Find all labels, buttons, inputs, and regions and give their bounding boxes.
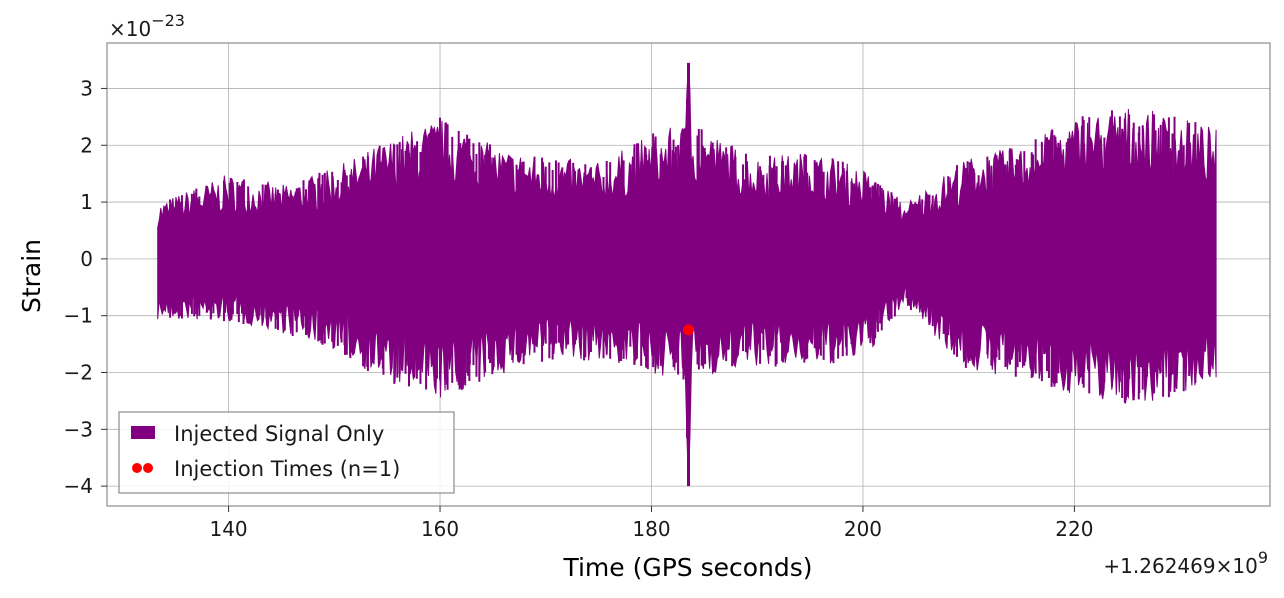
x-tick-label-4: 220 [1055, 517, 1093, 541]
x-tick-label-0: 140 [209, 517, 247, 541]
x-offset-base: +1.262469×10 [1103, 554, 1257, 578]
y-scale-exponent: −23 [151, 11, 185, 30]
y-axis-label: Strain [17, 239, 46, 313]
y-tick-label-0: 3 [80, 76, 93, 100]
legend-swatch-signal [131, 426, 155, 439]
y-tick-label-1: 2 [80, 133, 93, 157]
y-tick-label-6: −3 [64, 417, 93, 441]
y-tick-label-4: −1 [64, 304, 93, 328]
y-scale-label: ×10−23 [109, 11, 185, 41]
legend: Injected Signal Only Injection Times (n=… [118, 411, 455, 494]
y-tick-label-2: 1 [80, 190, 93, 214]
y-scale-base: ×10 [109, 17, 151, 41]
legend-box [118, 411, 455, 494]
injection-point-0 [683, 324, 694, 336]
y-tick-label-7: −4 [64, 474, 93, 498]
x-axis-ticks: 140 160 180 200 220 [209, 506, 1093, 541]
x-tick-label-1: 160 [421, 517, 459, 541]
y-tick-label-5: −2 [64, 360, 93, 384]
plot-frame [106, 42, 1271, 507]
y-axis-ticks: 3 2 1 0 −1 −2 −3 −4 [64, 76, 107, 498]
injection-points [683, 324, 694, 336]
y-tick-label-3: 0 [80, 247, 93, 271]
x-offset-label: +1.262469×109 [1103, 548, 1268, 578]
legend-marker-injection-left [132, 463, 142, 473]
legend-label-signal: Injected Signal Only [174, 422, 384, 446]
x-tick-label-2: 180 [632, 517, 670, 541]
x-axis-label: Time (GPS seconds) [562, 553, 812, 582]
signal-series [157, 62, 1217, 487]
x-tick-label-3: 200 [844, 517, 882, 541]
legend-label-injection: Injection Times (n=1) [174, 457, 400, 481]
signal-spikes [169, 62, 1203, 487]
x-offset-exponent: 9 [1258, 548, 1268, 567]
legend-marker-injection-right [143, 463, 153, 473]
